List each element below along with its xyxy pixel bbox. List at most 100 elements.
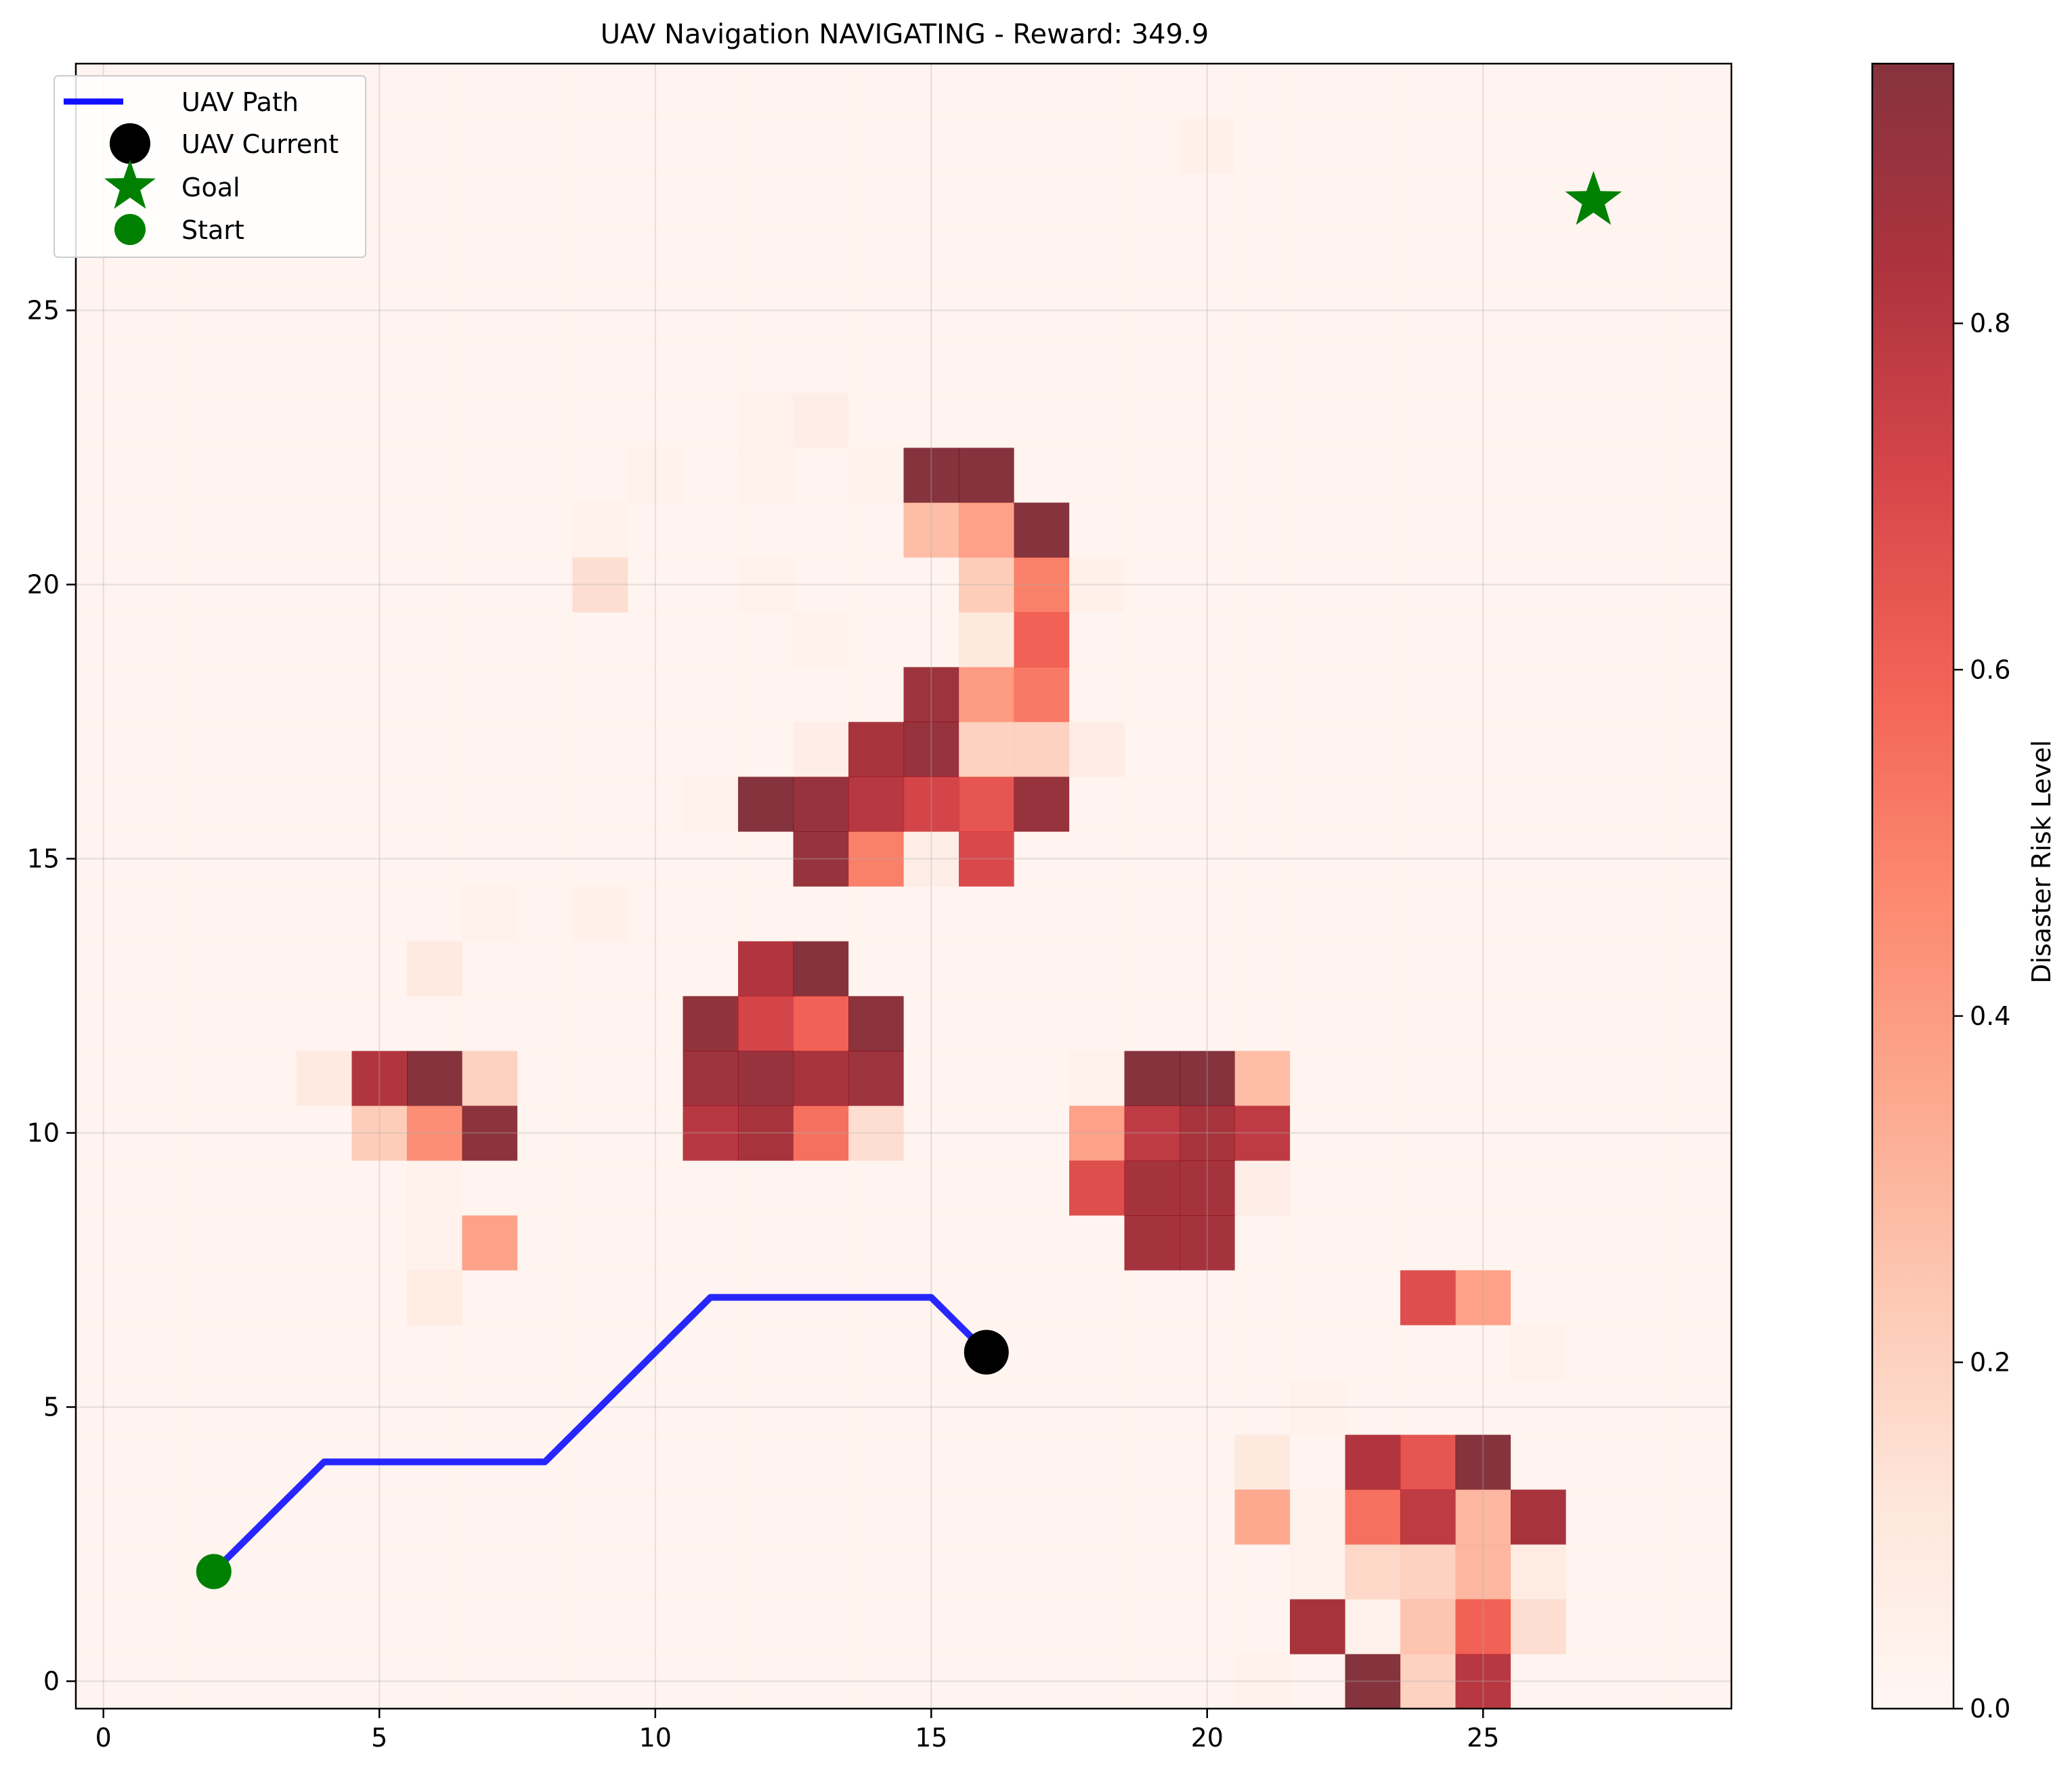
heatmap-cell	[76, 941, 132, 996]
heatmap-cell	[793, 447, 849, 503]
heatmap-cell	[628, 228, 684, 284]
heatmap-cell	[959, 173, 1015, 229]
heatmap-cell	[131, 996, 187, 1051]
heatmap-cell	[683, 393, 739, 448]
heatmap-cell	[1124, 1544, 1180, 1600]
heatmap-cell	[1124, 1434, 1180, 1490]
heatmap-cell	[572, 447, 628, 503]
heatmap-cell	[241, 1160, 297, 1216]
heatmap-cell	[186, 1380, 242, 1435]
heatmap-cell	[241, 1544, 297, 1600]
heatmap-cell	[1511, 1215, 1567, 1271]
heatmap-cell	[1621, 941, 1677, 996]
heatmap-cell	[1455, 283, 1511, 338]
heatmap-cell	[186, 1270, 242, 1325]
heatmap-cell	[572, 612, 628, 667]
heatmap-cell	[1400, 886, 1456, 942]
heatmap-cell	[351, 667, 408, 722]
heatmap-cell	[1345, 228, 1401, 284]
heatmap-cell	[1014, 1380, 1070, 1435]
heatmap-cell	[1124, 447, 1180, 503]
heatmap-cell	[683, 118, 739, 174]
heatmap-cell	[738, 612, 794, 667]
heatmap-cell	[351, 1380, 408, 1435]
heatmap-cell	[76, 1105, 132, 1161]
heatmap-cell	[572, 557, 628, 613]
heatmap-cell	[1345, 1105, 1401, 1161]
heatmap-cell	[959, 557, 1015, 613]
heatmap-cell	[848, 557, 905, 613]
heatmap-cell	[848, 1544, 905, 1600]
heatmap-cell	[793, 228, 849, 284]
heatmap-cell	[131, 1215, 187, 1271]
heatmap-cell	[1180, 1489, 1236, 1545]
heatmap-cell	[1455, 1325, 1511, 1380]
heatmap-cell	[848, 393, 905, 448]
heatmap-cell	[903, 447, 959, 503]
heatmap-cell	[1621, 776, 1677, 832]
heatmap-cell	[1290, 1380, 1346, 1435]
heatmap-cell	[76, 1325, 132, 1380]
heatmap-cell	[1566, 228, 1622, 284]
heatmap-cell	[131, 1105, 187, 1161]
heatmap-cell	[517, 667, 574, 722]
heatmap-cell	[407, 612, 463, 667]
heatmap-cell	[462, 173, 518, 229]
heatmap-cell	[1124, 338, 1180, 393]
heatmap-cell	[407, 228, 463, 284]
heatmap-cell	[1345, 1325, 1401, 1380]
heatmap-cell	[1234, 557, 1291, 613]
heatmap-cell	[1345, 1380, 1401, 1435]
heatmap-cell	[848, 612, 905, 667]
heatmap-cell	[462, 1325, 518, 1380]
heatmap-cell	[351, 502, 408, 558]
heatmap-cell	[1455, 228, 1511, 284]
heatmap-cell	[517, 722, 574, 777]
heatmap-cell	[76, 502, 132, 558]
heatmap-cell	[1234, 1215, 1291, 1271]
heatmap-cell	[1014, 1544, 1070, 1600]
heatmap-cell	[241, 1270, 297, 1325]
heatmap-cell	[1290, 1160, 1346, 1216]
heatmap-cell	[572, 941, 628, 996]
heatmap-cell	[186, 1654, 242, 1709]
heatmap-cell	[903, 1434, 959, 1490]
heatmap-cell	[1566, 886, 1622, 942]
heatmap-cell	[462, 1599, 518, 1654]
heatmap-cell	[131, 557, 187, 613]
heatmap-cell	[628, 831, 684, 887]
heatmap-cell	[241, 393, 297, 448]
heatmap-cell	[903, 1599, 959, 1654]
heatmap-cell	[1234, 941, 1291, 996]
heatmap-cell	[1124, 1325, 1180, 1380]
uav-path-line	[211, 1294, 989, 1575]
heatmap-cell	[628, 283, 684, 338]
heatmap-cell	[1124, 776, 1180, 832]
heatmap-cell	[903, 1380, 959, 1435]
heatmap-cell	[1621, 1051, 1677, 1106]
heatmap-cell	[1676, 173, 1732, 229]
heatmap-cell	[1014, 667, 1070, 722]
legend-swatch-goal	[104, 160, 156, 209]
heatmap-cell	[1290, 393, 1346, 448]
heatmap-cell	[959, 1160, 1015, 1216]
heatmap-cell	[1234, 393, 1291, 448]
heatmap-cell	[1676, 393, 1732, 448]
heatmap-cell	[1676, 1599, 1732, 1654]
heatmap-cell	[517, 612, 574, 667]
heatmap-cell	[1400, 941, 1456, 996]
x-tick-label: 25	[1467, 1723, 1499, 1753]
heatmap-cell	[517, 557, 574, 613]
heatmap-cell	[351, 557, 408, 613]
heatmap-cell	[1400, 1654, 1456, 1709]
y-tick-label: 20	[27, 570, 60, 600]
heatmap-cell	[848, 1105, 905, 1161]
heatmap-cell	[1290, 1599, 1346, 1654]
colorbar-ticks: 0.0 0.2 0.4 0.6 0.8	[1954, 309, 2010, 1724]
x-axis-ticks: 0 5 10 15 20 25	[95, 1709, 1499, 1753]
heatmap-cell	[76, 1160, 132, 1216]
x-tick-label: 0	[95, 1723, 112, 1753]
heatmap-cell	[903, 64, 959, 119]
heatmap-cell	[903, 118, 959, 174]
heatmap-cell	[1345, 1489, 1401, 1545]
